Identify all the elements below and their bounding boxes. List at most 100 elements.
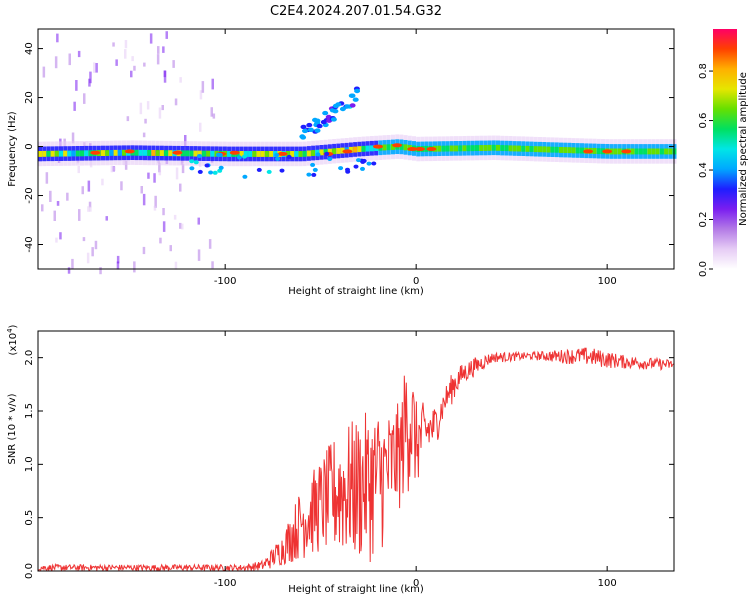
heatmap-cell bbox=[67, 150, 72, 157]
heatmap-cell bbox=[201, 150, 206, 157]
heatmap-cell bbox=[138, 149, 143, 156]
colorbar-tick-label: 0.2 bbox=[698, 212, 709, 228]
heatmap-scatter-cell bbox=[242, 154, 247, 159]
snr-scale-close: ) bbox=[8, 324, 19, 328]
heatmap-speckle bbox=[77, 50, 81, 58]
heatmap-speckle bbox=[93, 62, 96, 73]
heatmap-cell bbox=[559, 147, 563, 153]
heatmap-cell bbox=[382, 144, 387, 151]
heatmap-cell bbox=[243, 151, 248, 157]
heatmap-cell bbox=[554, 146, 559, 153]
heatmap-speckle bbox=[211, 261, 214, 269]
heatmap-scatter-cell bbox=[338, 166, 344, 171]
heatmap-hotspot bbox=[392, 143, 403, 148]
heatmap-scatter-cell bbox=[218, 165, 224, 170]
heatmap-speckle bbox=[59, 232, 62, 240]
heatmap-branch-cell bbox=[322, 110, 329, 116]
heatmap-speckle bbox=[158, 162, 161, 173]
heatmap-speckle bbox=[201, 81, 205, 93]
heatmap-cell bbox=[353, 146, 358, 153]
heatmap-scatter-cell bbox=[286, 154, 292, 159]
heatmap-scatter-cell bbox=[189, 159, 195, 164]
heatmap-speckle bbox=[71, 132, 75, 144]
heatmap-cell bbox=[462, 145, 467, 152]
heatmap-speckle bbox=[153, 205, 157, 211]
snr-x-axis-label: Height of straight line (km) bbox=[288, 584, 424, 595]
heatmap-scatter-cell bbox=[189, 166, 195, 171]
colorbar-ticks: 0.0 0.2 0.4 0.6 0.8 bbox=[698, 63, 713, 277]
heatmap-cell bbox=[42, 150, 47, 157]
heatmap-cell bbox=[54, 150, 59, 157]
heatmap-cell bbox=[386, 144, 391, 151]
heatmap-speckle bbox=[172, 60, 175, 68]
heatmap-cell bbox=[508, 145, 513, 152]
heatmap-cell bbox=[227, 151, 232, 157]
heatmap-cell bbox=[336, 148, 341, 154]
heatmap-scatter-cell bbox=[204, 163, 210, 168]
heatmap-cell bbox=[252, 151, 257, 157]
heatmap-cell bbox=[668, 148, 673, 155]
colorbar-tick-label: 0.4 bbox=[698, 162, 709, 178]
heatmap-speckle bbox=[179, 222, 182, 229]
heatmap-speckle bbox=[101, 178, 104, 186]
heatmap-cell bbox=[239, 151, 244, 157]
heatmap-cell bbox=[437, 145, 442, 152]
heatmap-scatter-cell bbox=[324, 151, 330, 156]
heatmap-branch-cell bbox=[332, 103, 339, 109]
heatmap-scatter-cell bbox=[312, 167, 318, 172]
heatmap-cell bbox=[311, 150, 316, 156]
snr-y-tick-label: 0.5 bbox=[24, 510, 35, 526]
snr-scale-prefix: (x10 bbox=[8, 333, 19, 356]
heatmap-speckle bbox=[73, 101, 76, 111]
heatmap-branch-cell bbox=[349, 103, 356, 108]
heatmap-speckle bbox=[41, 204, 44, 212]
spectrogram-y-tick-label: 0 bbox=[24, 143, 35, 149]
snr-y-tick-label: 1.5 bbox=[24, 403, 35, 419]
spectrogram-x-tick-label: -100 bbox=[214, 276, 237, 287]
spectrogram-x-ticks: -100 0 100 bbox=[214, 29, 617, 287]
heatmap-cell bbox=[500, 145, 505, 151]
heatmap-cell bbox=[441, 145, 446, 152]
heatmap-scatter-cell bbox=[242, 174, 248, 179]
heatmap-scatter-cell bbox=[315, 152, 321, 157]
snr-y-tick-label: 1.0 bbox=[24, 456, 35, 472]
heatmap-hotspot bbox=[172, 150, 183, 155]
heatmap-branch-cell bbox=[339, 106, 346, 112]
heatmap-speckle bbox=[68, 53, 71, 66]
heatmap-speckle bbox=[169, 245, 172, 252]
figure-title: C2E4.2024.207.01.54.G32 bbox=[270, 4, 442, 19]
heatmap-speckle bbox=[197, 217, 200, 225]
heatmap-speckle bbox=[158, 107, 162, 119]
heatmap-hotspot bbox=[373, 144, 383, 149]
heatmap-speckle bbox=[126, 116, 130, 122]
heatmap-cell bbox=[592, 148, 597, 154]
snr-y-tick-label: 2.0 bbox=[24, 350, 35, 366]
heatmap-cell bbox=[580, 147, 584, 154]
heatmap-speckle bbox=[174, 98, 178, 106]
heatmap-speckle bbox=[83, 93, 86, 104]
heatmap-speckle bbox=[95, 63, 98, 73]
heatmap-speckle bbox=[75, 80, 78, 91]
colorbar-tick-label: 0.8 bbox=[698, 63, 709, 79]
heatmap-speckle bbox=[162, 208, 165, 216]
heatmap-branch-cell bbox=[307, 127, 314, 132]
heatmap-branch-cell bbox=[314, 128, 321, 133]
heatmap-speckle bbox=[162, 46, 165, 53]
heatmap-speckle bbox=[173, 214, 177, 220]
heatmap-cell bbox=[550, 146, 555, 153]
heatmap-cell bbox=[155, 150, 160, 156]
heatmap-speckle bbox=[130, 70, 133, 78]
spectrogram-y-tick-label: 40 bbox=[24, 42, 35, 55]
heatmap-cell bbox=[50, 150, 55, 157]
heatmap-speckle bbox=[124, 40, 128, 49]
heatmap-speckle bbox=[179, 77, 182, 83]
heatmap-cell bbox=[538, 146, 542, 153]
snr-x-tick-label: 100 bbox=[598, 578, 617, 589]
heatmap-scatter-cell bbox=[366, 161, 372, 166]
heatmap-branch-cell bbox=[344, 104, 351, 109]
heatmap-cell bbox=[189, 150, 194, 157]
heatmap-hotspot bbox=[602, 149, 613, 154]
heatmap-cell bbox=[361, 145, 366, 152]
heatmap-cell bbox=[159, 150, 164, 156]
